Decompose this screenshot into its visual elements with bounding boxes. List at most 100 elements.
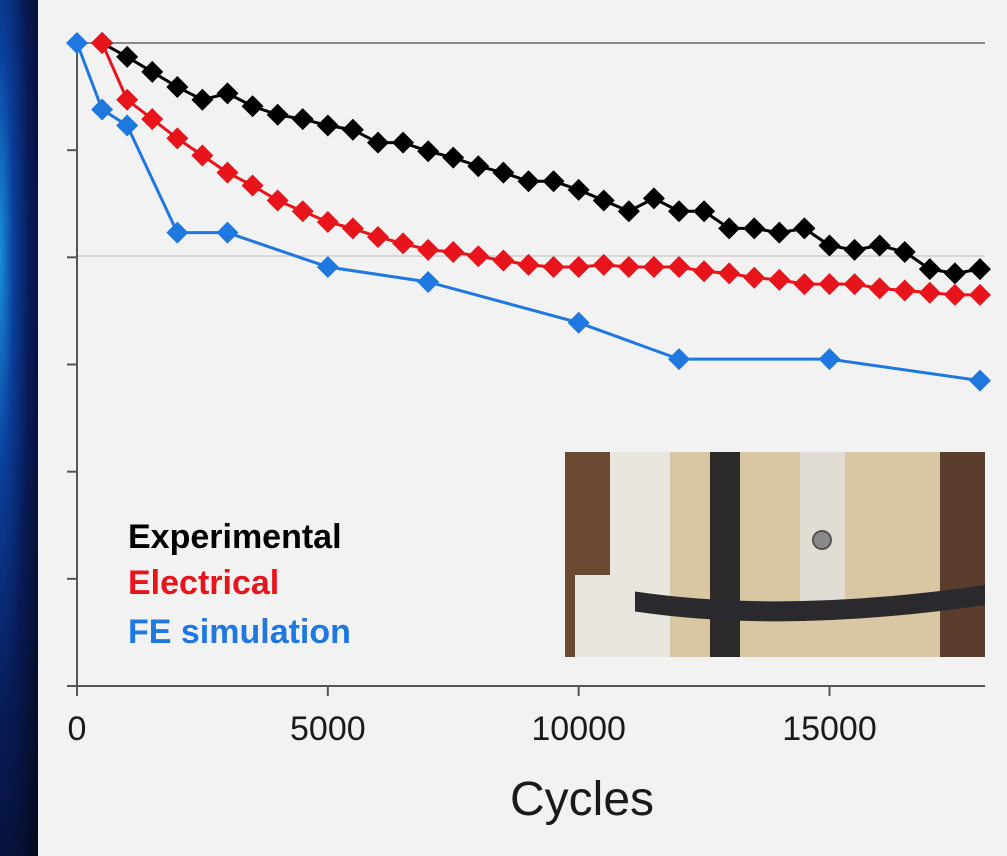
data-point-experimental	[191, 88, 214, 111]
data-point-experimental	[843, 238, 866, 261]
data-point-electrical	[492, 249, 515, 272]
data-point-fe-simulation	[567, 311, 590, 334]
background-strip	[0, 0, 38, 856]
data-point-experimental	[341, 118, 364, 141]
data-point-fe-simulation	[66, 32, 88, 54]
x-axis-ticks: 0 5000 10000 15000	[68, 686, 877, 748]
data-point-experimental	[743, 217, 766, 240]
data-point-electrical	[943, 283, 966, 306]
inset-photo-dark-rod	[710, 452, 740, 657]
inset-photo-bolt	[812, 530, 832, 550]
data-point-electrical	[141, 108, 164, 131]
series-electrical	[91, 32, 991, 306]
x-tick-label: 15000	[782, 710, 877, 748]
data-point-electrical	[517, 253, 540, 276]
data-point-electrical	[116, 88, 139, 111]
data-point-fe-simulation	[216, 221, 239, 244]
data-point-electrical	[91, 32, 114, 54]
data-point-experimental	[893, 240, 916, 263]
data-point-experimental	[517, 170, 540, 193]
data-point-electrical	[743, 266, 766, 289]
data-point-experimental	[793, 217, 816, 240]
data-point-electrical	[291, 200, 314, 223]
data-point-fe-simulation	[417, 270, 440, 293]
data-point-experimental	[617, 200, 640, 223]
data-point-experimental	[768, 221, 791, 244]
data-point-fe-simulation	[116, 114, 139, 137]
data-point-electrical	[467, 245, 490, 268]
data-point-fe-simulation	[968, 369, 991, 392]
data-point-experimental	[492, 161, 515, 184]
data-point-electrical	[392, 232, 415, 255]
data-point-electrical	[843, 273, 866, 296]
data-point-experimental	[868, 234, 891, 257]
data-point-electrical	[617, 255, 640, 278]
data-point-electrical	[718, 262, 741, 285]
data-point-fe-simulation	[667, 348, 690, 371]
data-point-experimental	[567, 178, 590, 201]
data-point-electrical	[191, 144, 214, 167]
data-point-experimental	[918, 258, 941, 281]
data-point-electrical	[442, 240, 465, 263]
inset-photo	[565, 452, 985, 657]
inset-photo-right-wall	[940, 452, 985, 657]
data-point-electrical	[693, 260, 716, 283]
data-point-electrical	[642, 255, 665, 278]
data-point-fe-simulation	[166, 221, 189, 244]
data-point-electrical	[166, 127, 189, 150]
data-point-electrical	[241, 174, 264, 197]
data-point-electrical	[818, 273, 841, 296]
legend-label-experimental: Experimental	[128, 518, 342, 556]
data-point-experimental	[968, 258, 991, 281]
inset-photo-specimen	[625, 585, 985, 622]
data-point-experimental	[693, 200, 716, 223]
data-point-experimental	[642, 187, 665, 210]
data-point-experimental	[667, 200, 690, 223]
data-point-experimental	[366, 131, 389, 154]
data-point-electrical	[918, 281, 941, 304]
data-point-electrical	[793, 273, 816, 296]
inset-photo-clamp	[800, 452, 845, 602]
data-point-experimental	[442, 146, 465, 169]
series	[66, 32, 991, 392]
data-point-experimental	[316, 114, 339, 137]
data-point-experimental	[417, 140, 440, 163]
data-point-experimental	[718, 217, 741, 240]
data-point-electrical	[893, 279, 916, 302]
data-point-electrical	[968, 283, 991, 306]
data-point-fe-simulation	[316, 255, 339, 278]
x-tick-label: 0	[68, 710, 87, 748]
data-point-experimental	[392, 131, 415, 154]
data-point-electrical	[316, 210, 339, 233]
data-point-electrical	[868, 277, 891, 300]
data-point-electrical	[592, 253, 615, 276]
data-point-electrical	[366, 225, 389, 248]
data-point-electrical	[417, 238, 440, 261]
data-point-experimental	[818, 234, 841, 257]
data-point-experimental	[542, 170, 565, 193]
data-point-experimental	[467, 155, 490, 178]
grid	[77, 42, 985, 257]
x-axis-title: Cycles	[510, 773, 654, 826]
data-point-experimental	[216, 82, 239, 105]
legend-label-electrical: Electrical	[128, 564, 279, 602]
chart-background	[38, 0, 1007, 856]
data-point-electrical	[341, 217, 364, 240]
data-point-experimental	[116, 45, 139, 68]
data-point-experimental	[241, 95, 264, 118]
x-tick-label: 5000	[290, 710, 366, 748]
data-point-experimental	[166, 75, 189, 98]
data-point-experimental	[266, 103, 289, 126]
data-point-fe-simulation	[818, 348, 841, 371]
legend-label-fe-simulation: FE simulation	[128, 613, 351, 651]
data-point-experimental	[291, 108, 314, 131]
x-tick-label: 10000	[531, 710, 626, 748]
data-point-electrical	[266, 189, 289, 212]
data-point-experimental	[943, 262, 966, 285]
series-fe-simulation	[66, 32, 991, 392]
inset-photo-support	[575, 575, 635, 657]
data-point-fe-simulation	[91, 98, 114, 121]
data-point-experimental	[141, 60, 164, 83]
data-point-electrical	[542, 255, 565, 278]
